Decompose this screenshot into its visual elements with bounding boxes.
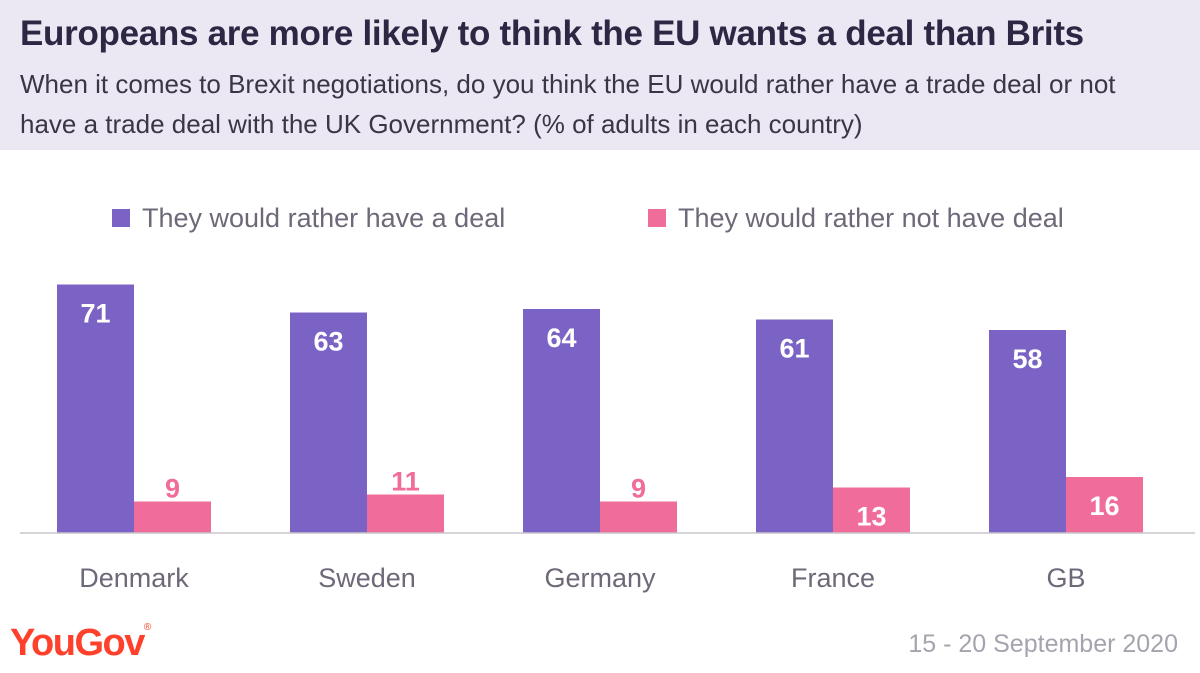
legend-swatch-deal <box>112 209 130 227</box>
legend-item-no-deal: They would rather not have deal <box>648 198 1064 238</box>
bar-chart: 71 9 Denmark 63 11 Sweden 64 9 Germany 61 13 France… <box>20 284 1195 593</box>
chart-subtitle: When it comes to Brexit negotiations, do… <box>20 69 1116 139</box>
category-label-germany: Germany <box>544 563 656 593</box>
data-label-deal-sweden: 63 <box>313 327 343 357</box>
legend-label-deal: They would rather have a deal <box>142 202 506 233</box>
bar-deal-sweden <box>290 312 367 533</box>
bar-no-deal-gb <box>1066 477 1143 533</box>
category-label-france: France <box>791 563 875 593</box>
category-label-gb: GB <box>1046 563 1085 593</box>
data-label-deal-germany: 64 <box>546 323 576 353</box>
category-label-sweden: Sweden <box>318 563 416 593</box>
data-label-no-deal-denmark: 9 <box>165 474 180 504</box>
data-label-no-deal-gb: 16 <box>1089 491 1119 521</box>
chart-title: Europeans are more likely to think the E… <box>20 14 1084 53</box>
legend-swatch-no-deal <box>648 209 666 227</box>
yougov-logo: YouGov® <box>10 622 151 664</box>
legend-label-no-deal: They would rather not have deal <box>678 202 1064 233</box>
data-label-no-deal-sweden: 11 <box>391 467 420 497</box>
bar-no-deal-germany <box>600 501 677 533</box>
category-label-denmark: Denmark <box>79 563 189 593</box>
legend-item-deal: They would rather have a deal <box>112 198 505 238</box>
survey-date: 15 - 20 September 2020 <box>908 630 1178 658</box>
data-label-deal-denmark: 71 <box>80 299 110 329</box>
data-label-no-deal-france: 13 <box>856 502 886 532</box>
bar-deal-germany <box>523 309 600 533</box>
bar-no-deal-france <box>833 487 910 533</box>
bar-deal-france <box>756 319 833 533</box>
data-label-deal-france: 61 <box>779 334 809 364</box>
data-label-no-deal-germany: 9 <box>631 474 646 504</box>
bar-no-deal-denmark <box>134 501 211 533</box>
bar-deal-denmark <box>57 284 134 533</box>
bar-deal-gb <box>989 330 1066 533</box>
header-band: Europeans are more likely to think the E… <box>0 0 1200 150</box>
data-label-deal-gb: 58 <box>1012 344 1042 374</box>
legend: They would rather have a deal They would… <box>0 198 1200 238</box>
bar-no-deal-sweden <box>367 494 444 533</box>
